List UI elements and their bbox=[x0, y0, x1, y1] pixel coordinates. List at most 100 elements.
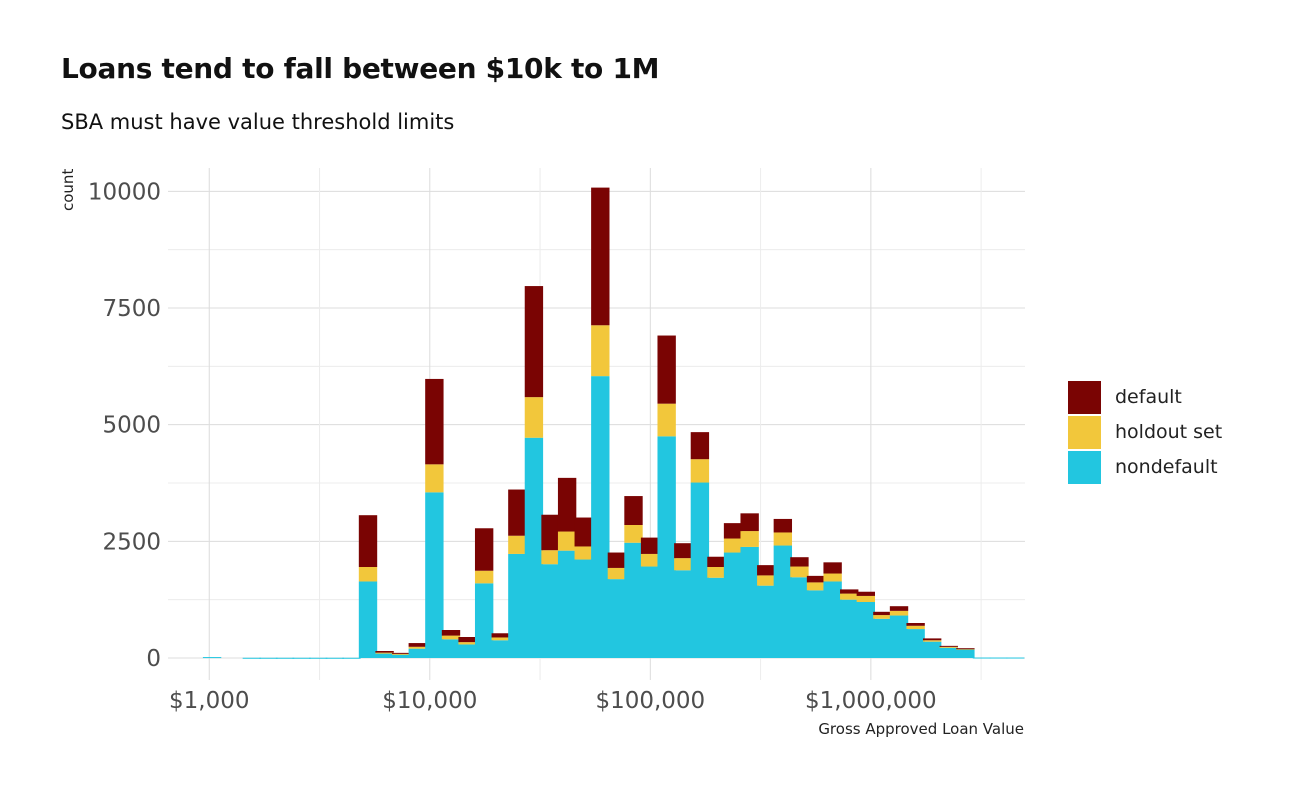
bar-nondefault bbox=[408, 648, 427, 658]
bar-holdout-set bbox=[889, 610, 909, 616]
bar-default bbox=[740, 513, 759, 532]
bar-default bbox=[674, 543, 693, 559]
bar-default bbox=[906, 623, 925, 626]
bar-nondefault bbox=[242, 657, 262, 659]
bar-holdout-set bbox=[392, 653, 411, 655]
bar-nondefault bbox=[491, 640, 510, 658]
bar-holdout-set bbox=[425, 464, 444, 493]
bar-holdout-set bbox=[557, 531, 577, 551]
bar-holdout-set bbox=[375, 652, 394, 654]
bar-default bbox=[657, 335, 676, 404]
bar-default bbox=[690, 432, 710, 460]
bar-nondefault bbox=[856, 602, 875, 658]
bar-default bbox=[591, 187, 610, 326]
legend-item-default: default bbox=[1068, 380, 1222, 414]
bar-nondefault bbox=[541, 564, 560, 658]
bar-default bbox=[441, 630, 461, 636]
bar-nondefault bbox=[922, 641, 942, 658]
bar-holdout-set bbox=[740, 531, 759, 547]
bar-holdout-set bbox=[441, 635, 461, 640]
bar-default bbox=[723, 523, 743, 539]
bar-default bbox=[939, 645, 958, 647]
bar-nondefault bbox=[275, 657, 295, 659]
y-tick-label: 10000 bbox=[88, 179, 161, 205]
bar-default bbox=[823, 562, 842, 574]
bar-default bbox=[574, 517, 593, 547]
bar-holdout-set bbox=[674, 558, 693, 571]
legend-key-holdout-set bbox=[1068, 415, 1101, 449]
bar-default bbox=[640, 537, 660, 554]
bar-holdout-set bbox=[624, 525, 643, 543]
bar-default bbox=[856, 591, 875, 596]
bar-default bbox=[757, 565, 776, 576]
bar-nondefault bbox=[840, 599, 859, 658]
bar-nondefault bbox=[773, 545, 793, 658]
bar-holdout-set bbox=[607, 567, 627, 580]
legend: default holdout set nondefault bbox=[1068, 380, 1222, 485]
bar-default bbox=[624, 496, 643, 525]
bar-nondefault bbox=[508, 553, 527, 658]
bar-holdout-set bbox=[873, 615, 892, 619]
bar-holdout-set bbox=[541, 550, 560, 565]
bar-default bbox=[358, 515, 378, 567]
axis-ticks: 0 2500 5000 7500 10000 $1,000 $10,000 $100,000 $… bbox=[88, 179, 937, 714]
legend-key-nondefault bbox=[1068, 450, 1101, 484]
bar-default bbox=[607, 552, 627, 568]
bar-default bbox=[425, 378, 444, 465]
bar-default bbox=[922, 638, 942, 641]
bar-nondefault bbox=[591, 376, 610, 658]
bar-nondefault bbox=[202, 657, 222, 659]
bar-holdout-set bbox=[823, 573, 842, 582]
bar-holdout-set bbox=[491, 637, 510, 641]
bar-default bbox=[524, 286, 544, 398]
bar-nondefault bbox=[707, 577, 726, 658]
bar-nondefault bbox=[292, 657, 311, 659]
bar-nondefault bbox=[624, 542, 643, 658]
bar-nondefault bbox=[823, 581, 842, 658]
bar-nondefault bbox=[474, 583, 494, 658]
bar-nondefault bbox=[723, 552, 743, 658]
bar-holdout-set bbox=[939, 646, 958, 648]
bar-holdout-set bbox=[773, 532, 793, 546]
bars bbox=[202, 187, 1025, 659]
bar-default bbox=[773, 518, 793, 533]
bar-nondefault bbox=[906, 629, 925, 658]
bar-nondefault bbox=[557, 550, 577, 658]
bar-holdout-set bbox=[690, 459, 710, 483]
x-tick-label: $100,000 bbox=[595, 688, 705, 714]
bar-holdout-set bbox=[358, 567, 378, 582]
bar-nondefault bbox=[358, 581, 378, 658]
bar-default bbox=[392, 652, 411, 654]
x-tick-label: $1,000,000 bbox=[805, 688, 937, 714]
bar-default bbox=[474, 528, 494, 571]
bar-holdout-set bbox=[458, 642, 477, 645]
chart-subtitle: SBA must have value threshold limits bbox=[61, 110, 455, 134]
bar-holdout-set bbox=[757, 575, 776, 586]
bar-nondefault bbox=[657, 436, 676, 658]
bar-holdout-set bbox=[474, 570, 494, 584]
bar-nondefault bbox=[425, 492, 444, 658]
bar-nondefault bbox=[790, 577, 809, 658]
bar-default bbox=[508, 489, 527, 536]
bar-holdout-set bbox=[806, 582, 826, 591]
bar-default bbox=[806, 575, 826, 583]
y-axis-label: count bbox=[59, 169, 77, 211]
bar-default bbox=[889, 606, 909, 611]
bar-nondefault bbox=[873, 618, 892, 658]
x-tick-label: $1,000 bbox=[169, 688, 249, 714]
legend-label-default: default bbox=[1115, 386, 1182, 408]
legend-key-default bbox=[1068, 380, 1101, 414]
bar-nondefault bbox=[972, 657, 992, 659]
bar-default bbox=[375, 651, 394, 653]
legend-item-holdout-set: holdout set bbox=[1068, 415, 1222, 449]
bar-nondefault bbox=[392, 654, 411, 658]
bar-holdout-set bbox=[856, 595, 875, 602]
x-tick-label: $10,000 bbox=[382, 688, 477, 714]
y-tick-label: 5000 bbox=[102, 413, 161, 439]
bar-holdout-set bbox=[906, 625, 925, 630]
bar-nondefault bbox=[574, 559, 593, 658]
bar-holdout-set bbox=[723, 538, 743, 553]
bar-nondefault bbox=[342, 657, 361, 659]
bar-nondefault bbox=[956, 649, 975, 658]
y-tick-label: 2500 bbox=[102, 529, 161, 555]
